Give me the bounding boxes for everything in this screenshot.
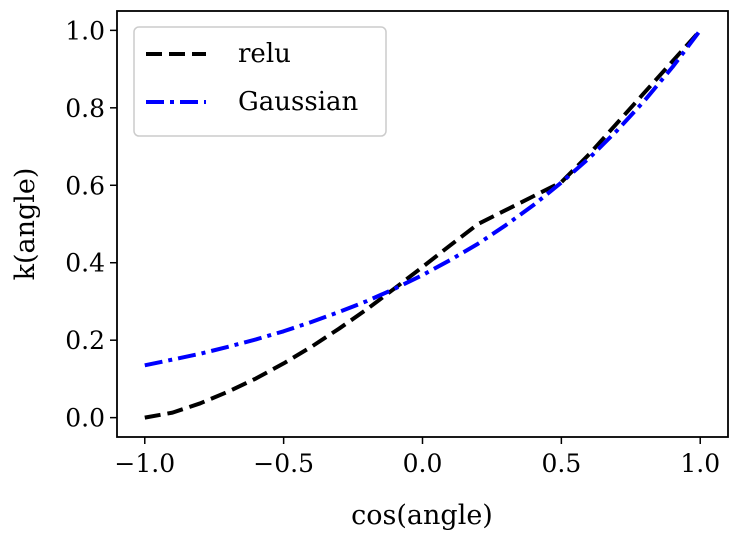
legend-label-gaussian: Gaussian — [238, 87, 359, 117]
y-tick-label: 0.0 — [65, 404, 105, 433]
x-tick-label: 0.5 — [541, 449, 581, 478]
series-line-relu — [144, 29, 702, 420]
y-axis-ticks: 0.0 0.2 0.4 0.6 0.8 1.0 — [65, 16, 117, 433]
plot-area: −1.0 −0.5 0.0 0.5 1.0 0.0 0.2 0.4 0.6 0.8 1.0 — [65, 10, 729, 478]
legend: relu Gaussian — [133, 26, 387, 137]
x-tick-label: −1.0 — [114, 449, 175, 478]
x-tick-label: 0.0 — [403, 449, 443, 478]
x-tick-label: 1.0 — [680, 449, 720, 478]
x-axis-label: cos(angle) — [351, 500, 493, 531]
x-tick-label: −0.5 — [253, 449, 314, 478]
y-axis-label: k(angle) — [10, 168, 41, 281]
x-axis-ticks: −1.0 −0.5 0.0 0.5 1.0 — [114, 437, 720, 478]
legend-label-relu: relu — [238, 39, 291, 69]
series-layer — [144, 29, 702, 420]
y-tick-label: 0.8 — [65, 94, 105, 123]
y-tick-label: 0.6 — [65, 171, 105, 200]
y-tick-label: 0.4 — [65, 249, 105, 278]
y-tick-label: 0.2 — [65, 326, 105, 355]
y-tick-label: 1.0 — [65, 16, 105, 45]
series-line-gaussian — [144, 29, 702, 368]
